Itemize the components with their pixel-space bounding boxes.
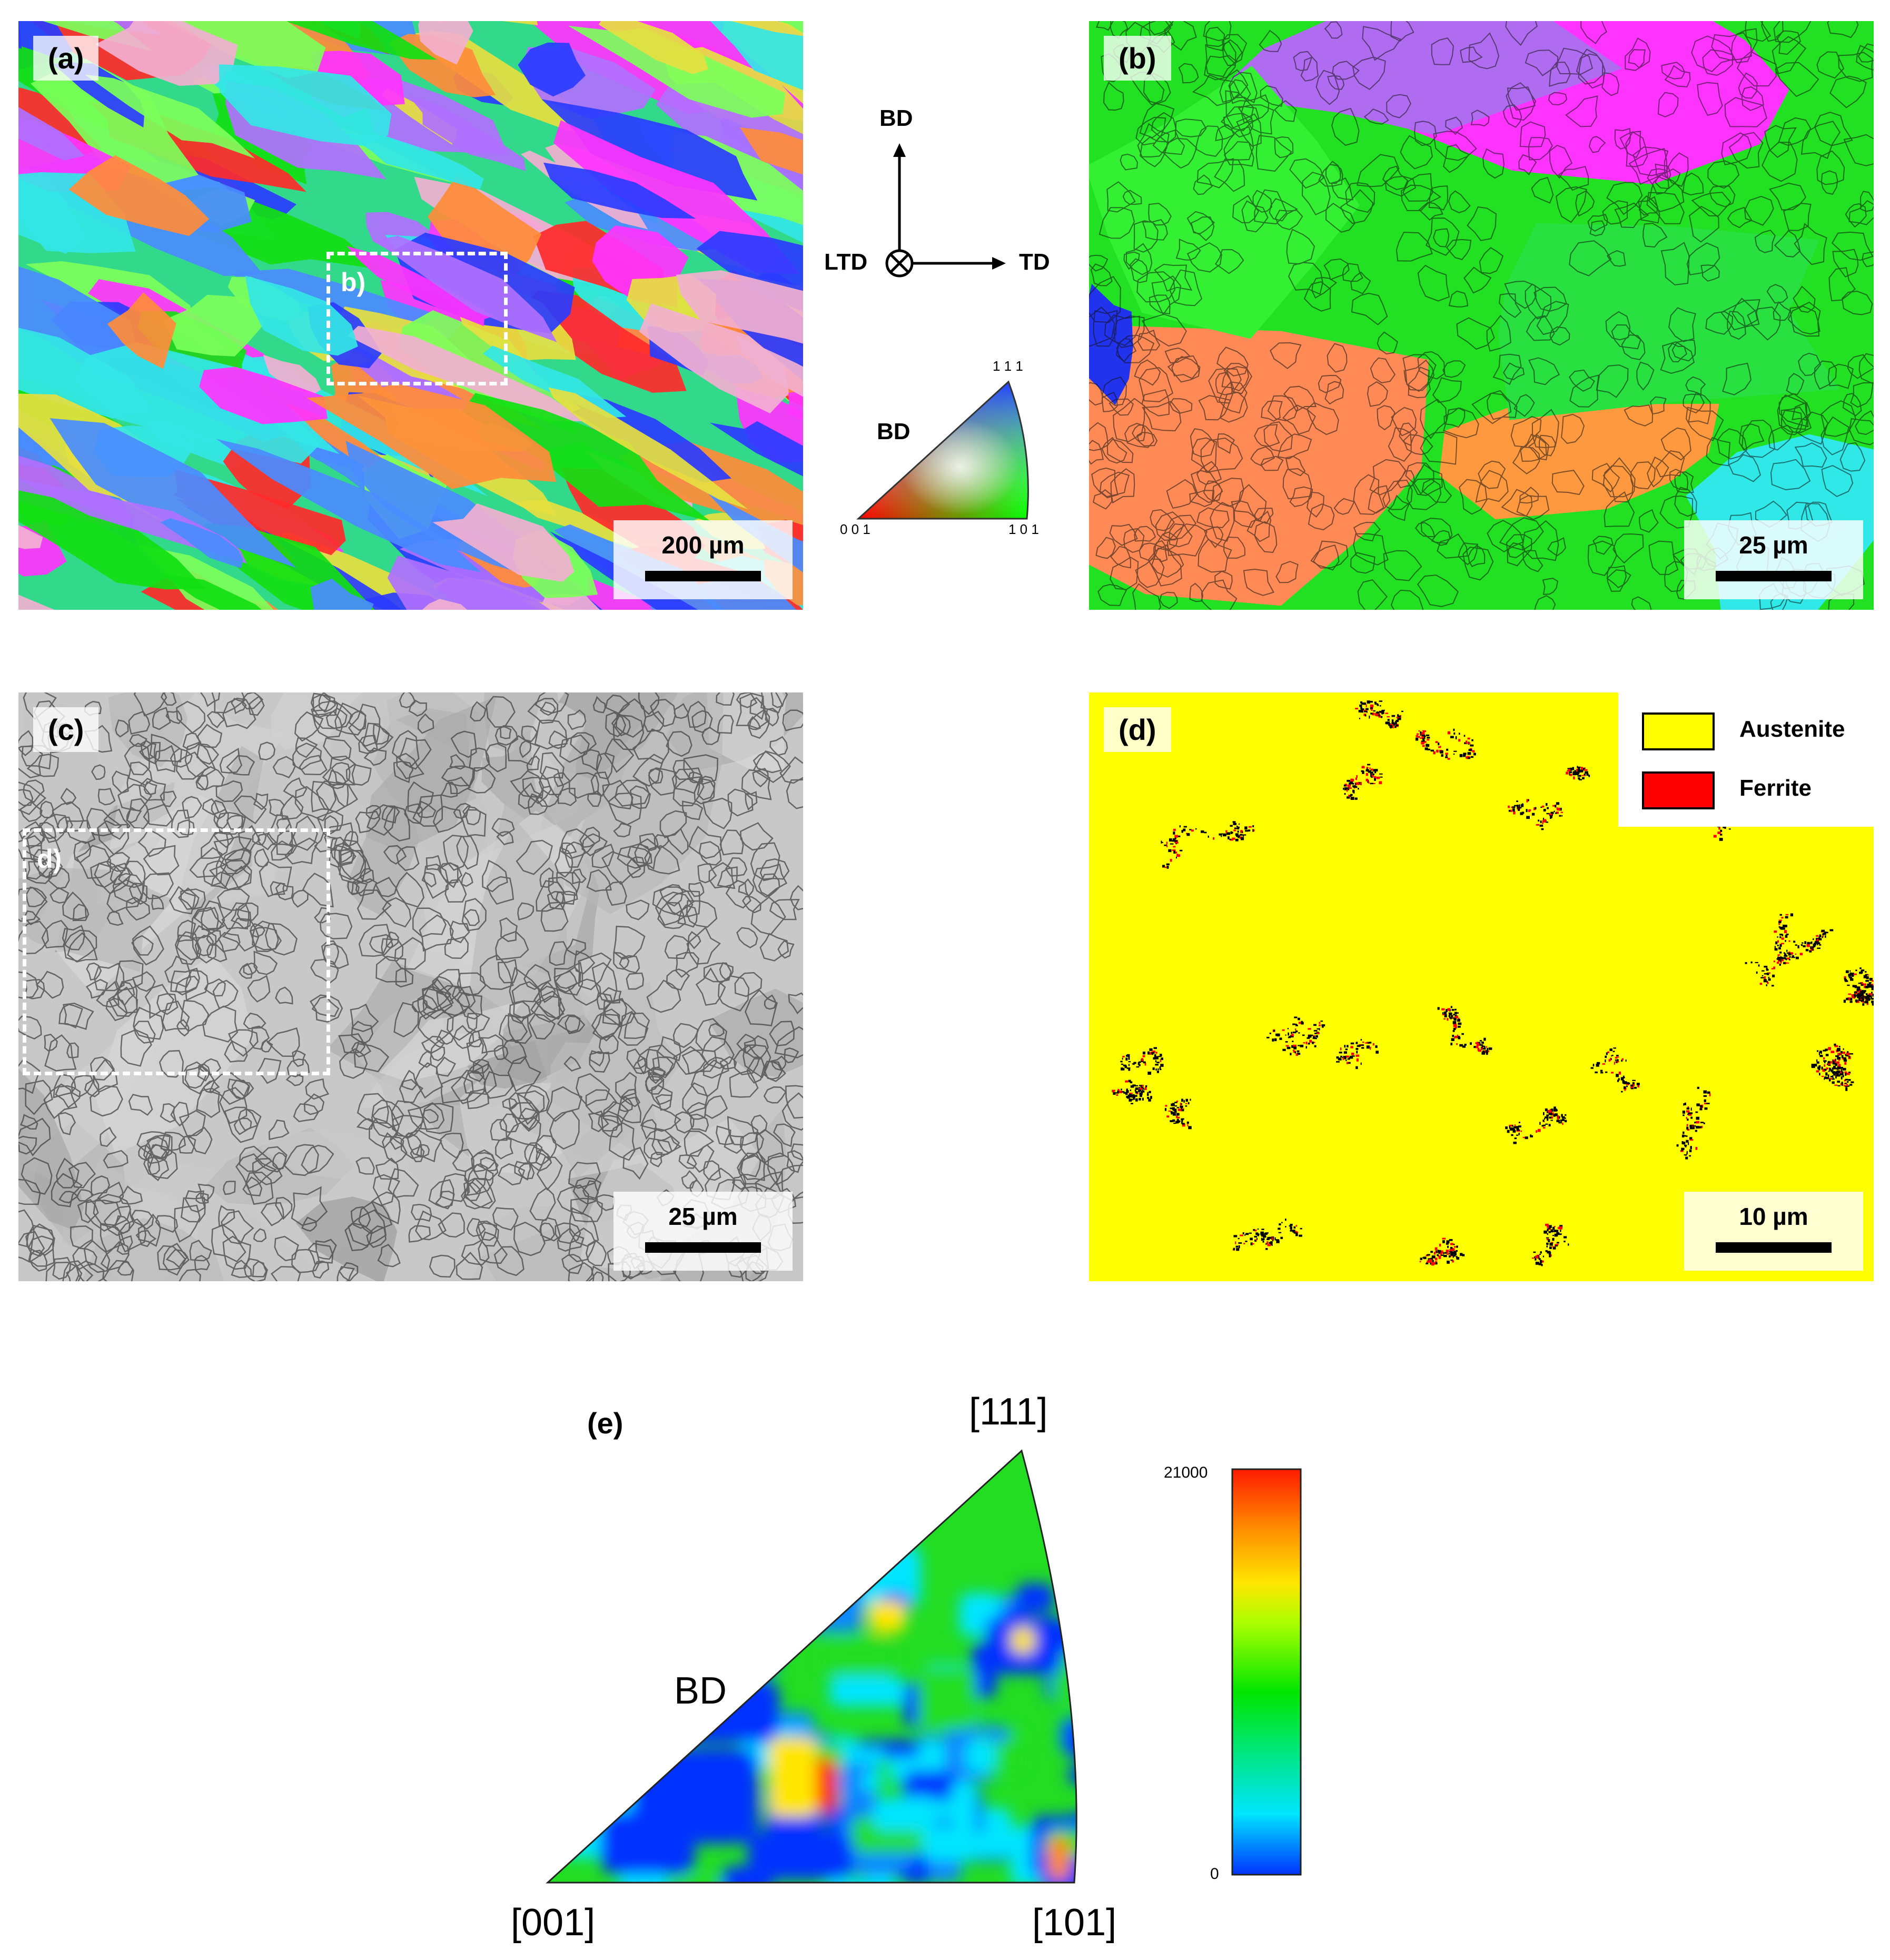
ipf-corner-111: [111] xyxy=(969,1391,1048,1433)
legend-swatch-ferrite xyxy=(1642,771,1715,809)
phase-map-d: (d) Austenite Ferrite 10 µm xyxy=(1089,692,1874,1281)
ipf-color-key: 1 1 1 0 0 1 1 0 1 BD xyxy=(837,348,1058,537)
ipf-corner-101: [101] xyxy=(1032,1902,1117,1944)
ebsd-ipf-map-a: (a) b) 200 µm xyxy=(18,21,803,610)
phase-legend: Austenite Ferrite xyxy=(1618,692,1874,827)
scale-bar-text-d: 10 µm xyxy=(1739,1203,1808,1230)
ipf-direction-label: BD xyxy=(674,1670,727,1712)
scale-bar-line-a xyxy=(645,571,761,581)
axes-arrows xyxy=(885,143,1006,278)
ipf-density-plot xyxy=(546,1449,1302,1884)
ipf-key-corner-111: 1 1 1 xyxy=(993,358,1023,374)
panel-label-b: (b) xyxy=(1104,36,1171,81)
ipf-key-corner-101: 1 0 1 xyxy=(1008,521,1039,537)
colorbar-min-label: 0 xyxy=(1210,1865,1219,1883)
roi-box-d: d) xyxy=(23,828,330,1075)
axis-label-bd: BD xyxy=(879,105,913,131)
roi-box-b: b) xyxy=(326,252,508,385)
colorbar xyxy=(1231,1468,1302,1876)
ebsd-ipf-map-b: (b) 25 µm xyxy=(1089,21,1874,610)
roi-label-b: b) xyxy=(341,268,366,297)
scale-bar-a: 200 µm xyxy=(613,520,793,599)
sem-image-c xyxy=(18,692,803,1281)
legend-label-ferrite: Ferrite xyxy=(1739,775,1812,801)
inverse-pole-figure-e: (e) [111] [001] [101] BD 21000 0 xyxy=(495,1380,1338,1954)
axes-diagram: BD LTD TD xyxy=(811,95,1106,326)
roi-label-d: d) xyxy=(37,844,62,874)
scale-bar-c: 25 µm xyxy=(613,1192,793,1271)
ipf-key-triangle xyxy=(856,380,1029,520)
panel-label-c: (c) xyxy=(33,707,99,752)
axis-label-td: TD xyxy=(1019,249,1050,275)
ipf-key-corner-001: 0 0 1 xyxy=(840,521,870,537)
scale-bar-d: 10 µm xyxy=(1684,1192,1863,1271)
scale-bar-text-b: 25 µm xyxy=(1739,531,1808,559)
panel-label-e: (e) xyxy=(587,1407,624,1440)
panel-label-a: (a) xyxy=(33,36,99,81)
scale-bar-b: 25 µm xyxy=(1684,520,1863,599)
ipf-key-direction: BD xyxy=(877,419,911,444)
scale-bar-text-c: 25 µm xyxy=(668,1203,738,1230)
colorbar-max-label: 21000 xyxy=(1164,1464,1208,1481)
scale-bar-line-d xyxy=(1716,1242,1832,1253)
scale-bar-line-c xyxy=(645,1242,761,1253)
ipf-map-image-a xyxy=(18,21,803,610)
legend-swatch-austenite xyxy=(1642,712,1715,750)
panel-label-d: (d) xyxy=(1104,707,1171,752)
scale-bar-text-a: 200 µm xyxy=(661,531,745,559)
axis-label-ltd: LTD xyxy=(824,249,868,275)
ipf-corner-001: [001] xyxy=(511,1902,596,1944)
sem-micrograph-c: (c) d) 25 µm xyxy=(18,692,803,1281)
ipf-map-image-b xyxy=(1089,21,1874,610)
scale-bar-line-b xyxy=(1716,571,1832,581)
legend-label-austenite: Austenite xyxy=(1739,716,1845,742)
